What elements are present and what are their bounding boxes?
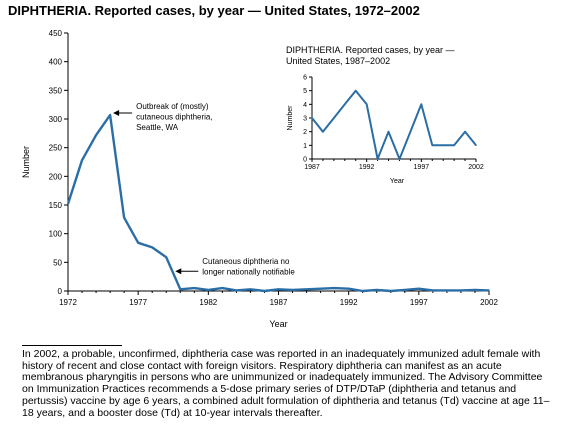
inset-title-line: United States, 1987–2002 (286, 56, 390, 66)
data-point (418, 287, 420, 290)
inset-data-point (322, 130, 324, 133)
data-point (291, 289, 294, 291)
data-point (165, 256, 168, 258)
x-tick-label: 1972 (59, 298, 77, 307)
annotation-outbreak-text: Outbreak of (mostly) (136, 102, 209, 111)
data-point (263, 290, 266, 292)
inset-y-axis-title: Number (287, 105, 294, 131)
annotation-arrow-head (175, 268, 182, 275)
x-tick-label: 1987 (270, 298, 288, 307)
annotation-notifiable-text: Cutaneous diphtheria no (202, 257, 290, 266)
y-tick-label: 450 (49, 29, 63, 38)
inset-data-point (365, 103, 368, 106)
inset-data-point (387, 130, 390, 133)
inset-data-point (475, 144, 477, 147)
inset-data-point (311, 117, 313, 119)
y-tick-label: 150 (49, 201, 63, 210)
inset-x-axis-title: Year (390, 178, 405, 185)
x-tick-label: 2002 (480, 298, 498, 307)
inset-chart: DIPHTHERIA. Reported cases, by year —Uni… (286, 45, 484, 185)
data-point (389, 290, 392, 292)
chart-title: DIPHTHERIA. Reported cases, by year — Un… (8, 3, 420, 18)
footnote-text: In 2002, a probable, unconfirmed, diphth… (22, 348, 550, 419)
data-point (179, 288, 182, 291)
inset-data-point (420, 103, 423, 106)
data-point (109, 114, 111, 116)
x-tick-label: 1982 (199, 298, 217, 307)
y-tick-label: 250 (49, 144, 63, 153)
data-point (474, 289, 476, 291)
data-point (193, 287, 196, 289)
inset-data-point (409, 130, 412, 133)
y-tick-label: 100 (49, 230, 63, 239)
y-tick-label: 200 (49, 172, 63, 181)
annotation-outbreak-text: Seattle, WA (136, 123, 179, 132)
inset-series-line (311, 89, 477, 160)
inset-y-tick-label: 4 (303, 102, 307, 109)
data-point (81, 159, 83, 162)
inset-y-tick-label: 3 (303, 116, 307, 123)
data-point (123, 216, 125, 219)
inset-x-tick-label: 2002 (468, 164, 484, 171)
data-point (404, 289, 406, 291)
inset-data-point (453, 144, 455, 147)
inset-data-point (398, 158, 401, 160)
data-point (361, 290, 364, 292)
data-point (347, 287, 350, 290)
y-tick-label: 0 (58, 287, 63, 296)
data-point (207, 289, 210, 291)
footnote-divider (22, 345, 122, 346)
data-point (305, 288, 308, 291)
inset-data-point (431, 144, 433, 147)
inset-data-point (442, 144, 444, 147)
data-point (277, 288, 280, 291)
inset-y-tick-label: 5 (303, 88, 307, 95)
inset-y-tick-label: 1 (303, 143, 307, 150)
y-tick-label: 300 (49, 115, 63, 124)
inset-data-point (344, 103, 346, 106)
inset-x-tick-label: 1987 (304, 164, 320, 171)
inset-y-tick-label: 2 (303, 129, 307, 136)
data-point (235, 289, 238, 292)
inset-data-point (376, 158, 379, 160)
inset-data-point (333, 117, 335, 119)
data-point (488, 289, 490, 292)
data-point (446, 289, 448, 292)
inset-title-line: DIPHTHERIA. Reported cases, by year — (286, 45, 455, 55)
inset-data-point (355, 89, 357, 92)
data-point (221, 287, 224, 289)
data-point (151, 246, 153, 249)
x-tick-label: 1992 (340, 298, 358, 307)
data-point (67, 203, 69, 205)
y-tick-label: 50 (53, 258, 62, 267)
data-point (319, 287, 322, 290)
annotation-arrow-head (113, 109, 120, 116)
data-point (460, 289, 462, 292)
inset-y-tick-label: 6 (303, 75, 307, 82)
y-tick-label: 400 (49, 58, 63, 67)
inset-x-tick-label: 1997 (414, 164, 430, 171)
y-axis-title: Number (21, 146, 31, 178)
x-axis-title: Year (269, 319, 287, 329)
inset-y-tick-label: 0 (303, 157, 307, 164)
inset-data-point (464, 130, 466, 133)
annotation-notifiable-text: longer nationally notifiable (202, 268, 295, 277)
data-point (333, 287, 336, 289)
data-point (95, 134, 97, 136)
inset-x-tick-label: 1992 (359, 164, 375, 171)
x-tick-label: 1977 (129, 298, 147, 307)
annotation-outbreak-text: cutaneous diphtheria, (136, 112, 213, 121)
data-point (249, 288, 252, 291)
x-tick-label: 1997 (410, 298, 428, 307)
data-point (375, 289, 378, 291)
y-tick-label: 350 (49, 86, 63, 95)
data-point (432, 289, 434, 292)
data-point (137, 242, 139, 244)
